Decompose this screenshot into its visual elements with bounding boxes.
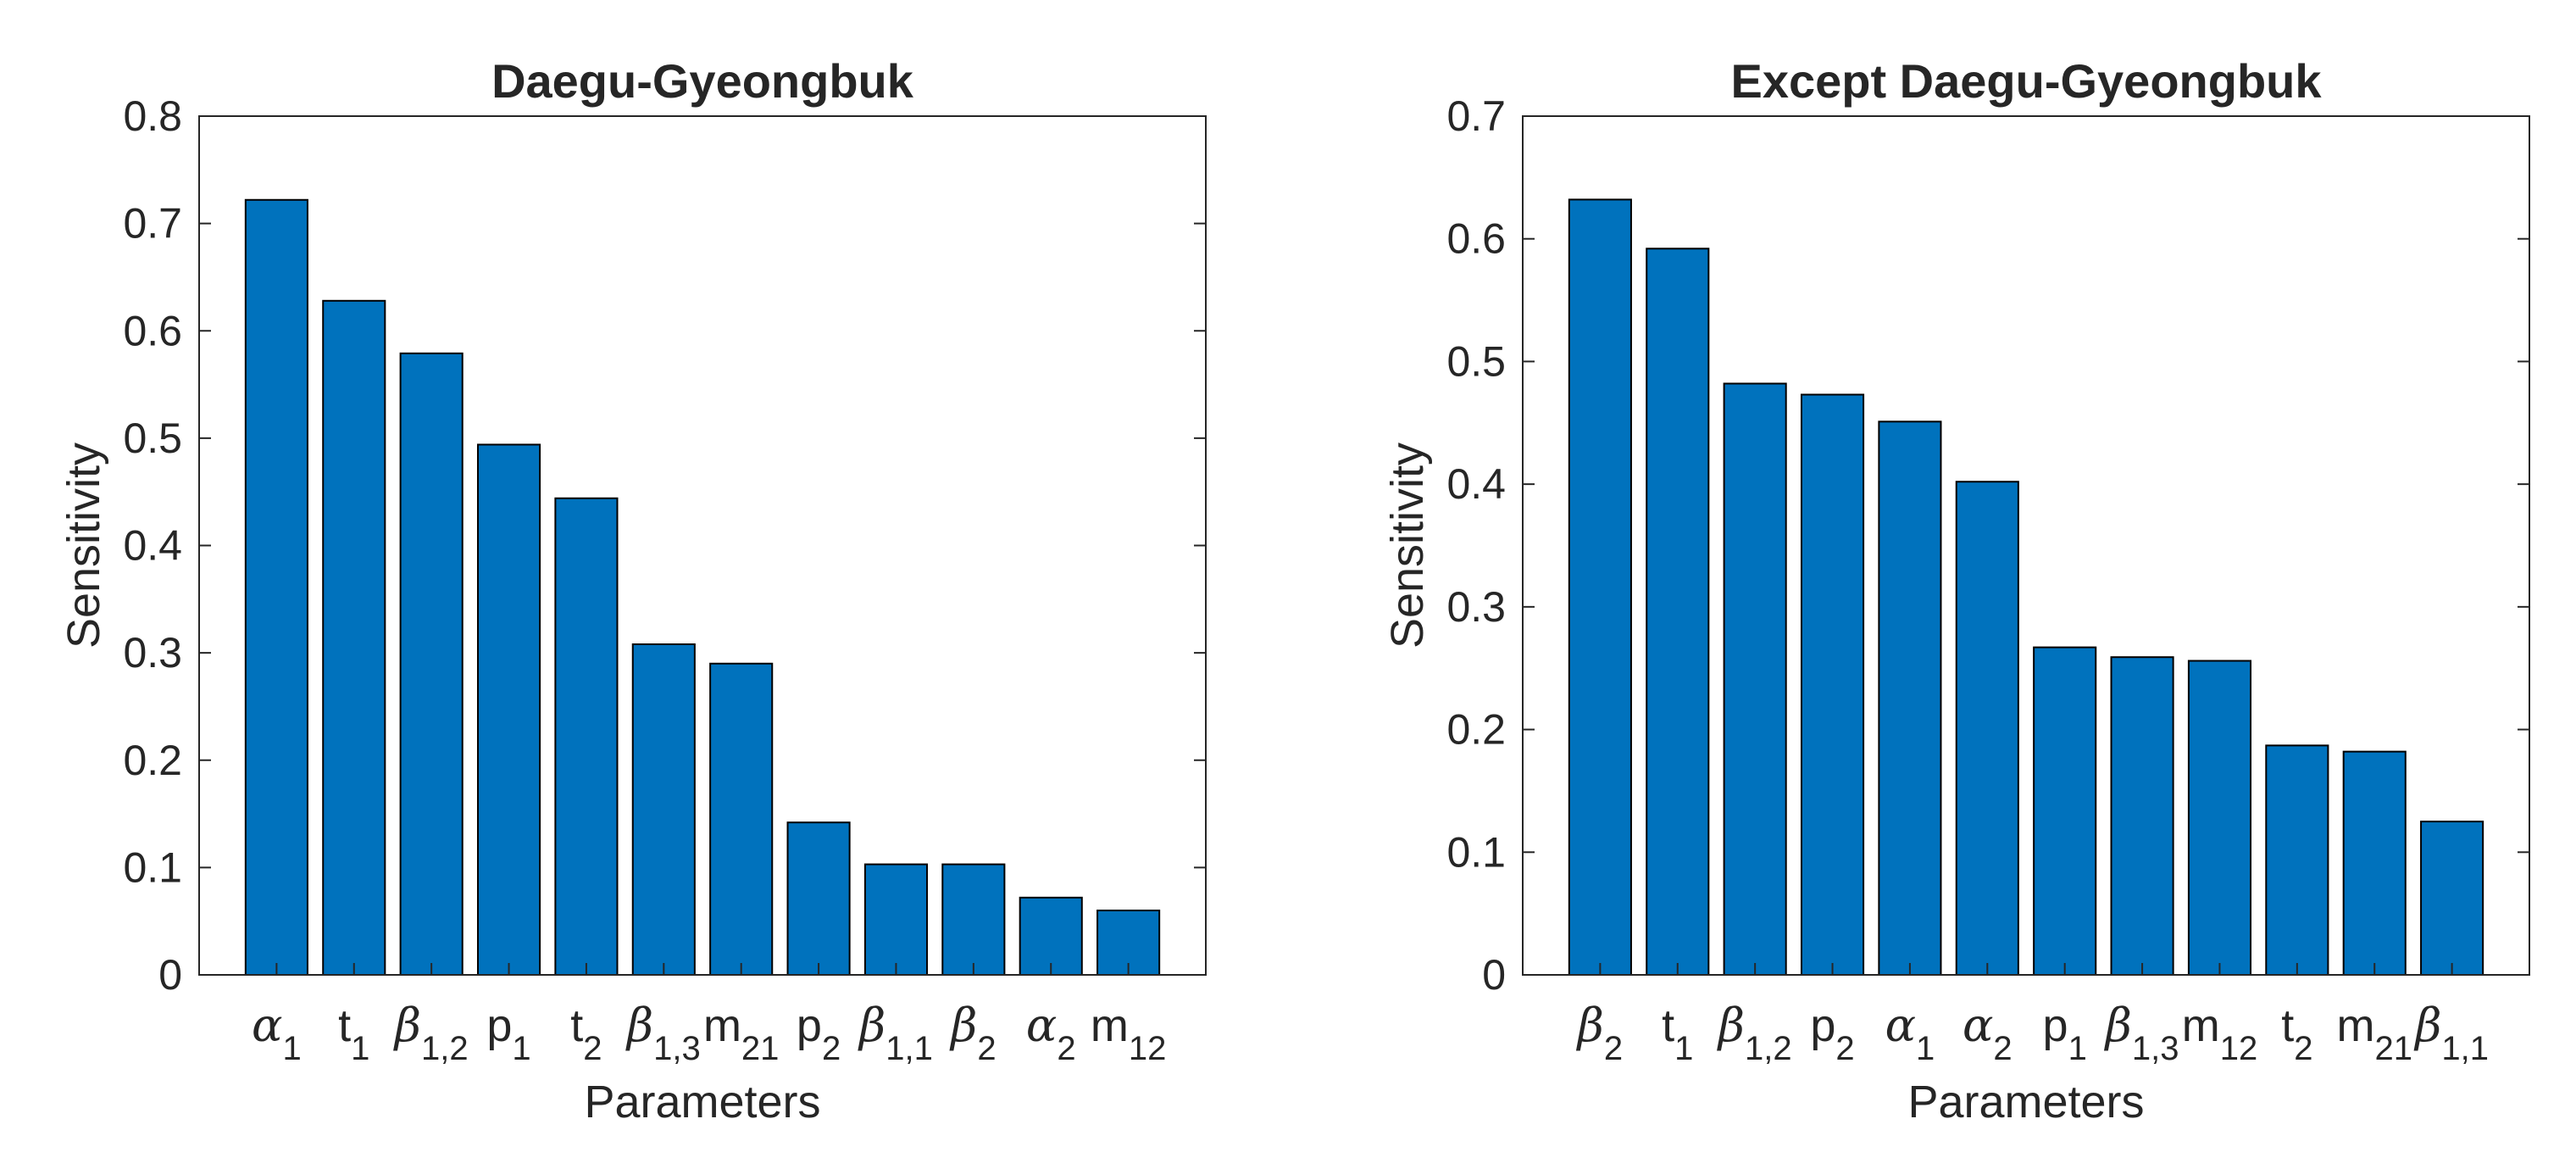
x-tick-label: β1,1 [858,999,933,1067]
x-tick-label: α2 [1963,999,2012,1067]
y-tick-label: 0.6 [1446,215,1506,263]
bar-2 [322,299,386,976]
bar-9 [2187,660,2252,977]
bar-1 [244,198,308,976]
chart-title: Except Daegu-Gyeongbuk [1730,54,2322,108]
bar-11 [2342,750,2407,976]
x-tick-label: α2 [1026,999,1076,1067]
x-tick-label: p1 [486,1000,530,1067]
x-axis-label: Parameters [1907,1077,2144,1127]
y-tick-label: 0.5 [1446,337,1506,385]
y-tick-label: 0.2 [1446,706,1506,754]
bar-10 [2265,744,2329,976]
x-tick-label: α1 [252,999,302,1067]
x-axis-label: Parameters [584,1077,820,1127]
x-tick-label: t1 [338,1000,369,1067]
chart-daegu-gyeongbuk: 0 0.1 0.2 0.3 0.4 0.5 0.6 0.7 0.8 α1 t1 β1,2 p1 t2 β1,… [58,54,1207,1127]
bar-5 [554,497,619,976]
x-tick-label: m21 [703,1000,779,1067]
y-tick-label: 0.4 [123,522,182,570]
bar-8 [786,821,851,976]
y-tick-label: 0.1 [1446,828,1506,876]
x-tick-label: p2 [1810,1000,1854,1067]
bar-6 [631,643,696,976]
y-tick-label: 0.4 [1446,460,1506,508]
y-tick-label: 0.3 [123,629,182,676]
x-tick-label: α1 [1885,999,1935,1067]
y-tick-label: 0.6 [123,307,182,354]
y-tick-label: 0.3 [1446,583,1506,631]
x-tick-label: β2 [949,999,996,1067]
bar-1 [1568,198,1632,977]
chart-except-daegu-gyeongbuk: 0 0.1 0.2 0.3 0.4 0.5 0.6 0.7 β2 t1 β1,2 p2 α1 α2 p1 β1… [1382,54,2530,1127]
bar-10 [941,863,1006,977]
y-tick-label: 0 [1482,951,1506,999]
y-tick-label: 0.7 [123,200,182,248]
x-tick-label: β1,1 [2413,999,2489,1067]
x-tick-label: β2 [1576,999,1623,1067]
x-tick-label: p2 [797,1000,841,1067]
bar-9 [863,863,929,977]
y-tick-label: 0.8 [123,92,182,140]
chart-title: Daegu-Gyeongbuk [491,54,914,108]
y-tick-label: 0.7 [1446,92,1506,140]
y-tick-label: 0.2 [123,737,182,784]
bar-7 [709,662,774,976]
x-tick-label: β1,3 [2104,999,2179,1067]
bar-5 [1878,420,1942,976]
bar-3 [399,352,464,976]
x-tick-label: m12 [1091,1000,1166,1067]
bar-12 [2420,821,2484,976]
x-tick-label: m12 [2182,1000,2257,1067]
bar-3 [1723,382,1787,977]
y-tick-label: 0 [158,951,182,999]
x-tick-label: m21 [2336,1000,2412,1067]
x-tick-label: β1,2 [1717,999,1792,1067]
x-tick-label: p1 [2043,1000,2087,1067]
bar-4 [476,443,541,976]
x-tick-label: t2 [570,1000,602,1067]
x-tick-label: β1,2 [393,999,469,1067]
y-tick-label: 0.1 [123,843,182,891]
x-tick-label: t2 [2281,1000,2312,1067]
y-axis-label: Sensitivity [58,443,109,649]
bar-11 [1019,896,1083,976]
y-axis-label: Sensitivity [1382,443,1433,649]
x-tick-label: β1,3 [625,999,701,1067]
bar-4 [1800,393,1865,976]
y-tick-label: 0.5 [123,415,182,462]
bar-2 [1646,248,1710,977]
bar-7 [2033,646,2097,976]
axes-box [1522,115,2530,976]
x-tick-label: t1 [1662,1000,1693,1067]
bar-6 [1955,481,2019,976]
bar-8 [2110,656,2174,976]
